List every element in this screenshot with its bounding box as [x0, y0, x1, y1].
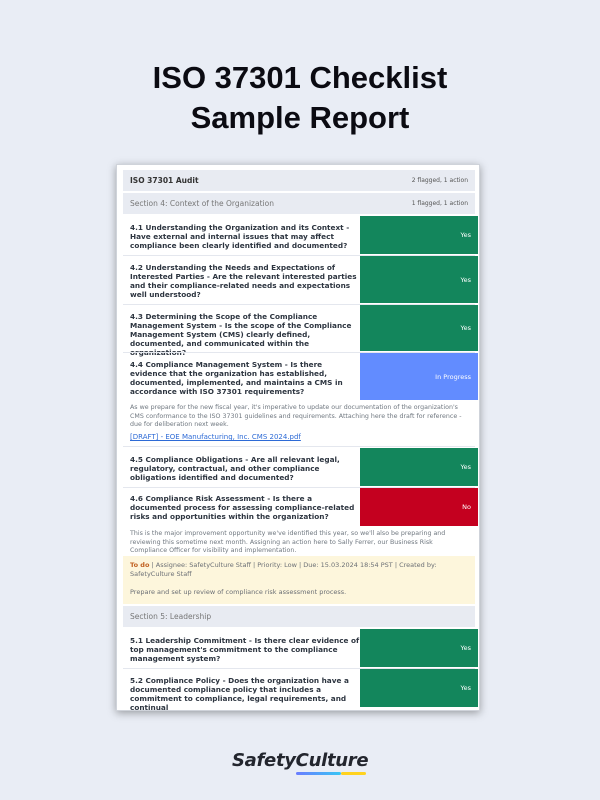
divider — [123, 255, 475, 256]
section-4-header[interactable]: Section 4: Context of the Organization 1… — [123, 193, 475, 214]
divider — [123, 446, 475, 447]
divider — [123, 668, 475, 669]
answer-in-progress[interactable]: In Progress — [360, 353, 478, 400]
action-meta: To do | Assignee: SafetyCulture Staff | … — [130, 561, 468, 579]
section-title: Section 5: Leadership — [130, 612, 212, 621]
section-summary: 1 flagged, 1 action — [411, 200, 468, 207]
answer-yes[interactable]: Yes — [360, 669, 478, 707]
question-4-2: 4.2 Understanding the Needs and Expectat… — [130, 263, 357, 299]
page-title-line2: Sample Report — [190, 100, 410, 135]
report-card: ISO 37301 Audit 2 flagged, 1 action Sect… — [116, 164, 480, 712]
report-summary: 2 flagged, 1 action — [411, 177, 468, 184]
question-4-5: 4.5 Compliance Obligations - Are all rel… — [130, 455, 340, 482]
question-4-1: 4.1 Understanding the Organization and i… — [130, 223, 350, 250]
action-details: | Assignee: SafetyCulture Staff | Priori… — [130, 561, 437, 578]
question-4-6: 4.6 Compliance Risk Assessment - Is ther… — [130, 494, 355, 521]
answer-yes[interactable]: Yes — [360, 448, 478, 486]
answer-no[interactable]: No — [360, 488, 478, 526]
safetyculture-logo: SafetyCulture — [232, 750, 369, 771]
divider — [123, 487, 475, 488]
answer-yes[interactable]: Yes — [360, 305, 478, 351]
section-title: Section 4: Context of the Organization — [130, 199, 274, 208]
report-title: ISO 37301 Audit — [130, 176, 199, 185]
answer-yes[interactable]: Yes — [360, 256, 478, 303]
logo-underline-yellow — [341, 772, 366, 775]
divider — [123, 304, 475, 305]
question-4-4: 4.4 Compliance Management System - Is th… — [130, 360, 343, 396]
answer-yes[interactable]: Yes — [360, 216, 478, 254]
divider — [123, 352, 475, 353]
answer-yes[interactable]: Yes — [360, 629, 478, 667]
question-4-3: 4.3 Determining the Scope of the Complia… — [130, 312, 352, 357]
page-title-line1: ISO 37301 Checklist — [152, 60, 448, 95]
report-header: ISO 37301 Audit 2 flagged, 1 action — [123, 170, 475, 191]
attachment-link[interactable]: [DRAFT] - EOE Manufacturing, Inc. CMS 20… — [130, 433, 301, 441]
logo-underline-blue — [296, 772, 341, 775]
action-status: To do — [130, 561, 150, 569]
note-4-6: This is the major improvement opportunit… — [130, 530, 446, 555]
section-5-header[interactable]: Section 5: Leadership — [123, 606, 475, 627]
action-description: Prepare and set up review of compliance … — [130, 587, 347, 596]
action-item[interactable]: To do | Assignee: SafetyCulture Staff | … — [123, 556, 475, 604]
question-5-1: 5.1 Leadership Commitment - Is there cle… — [130, 636, 360, 663]
note-4-4: As we prepare for the new fiscal year, i… — [130, 404, 462, 429]
question-5-2: 5.2 Compliance Policy - Does the organiz… — [130, 676, 349, 712]
